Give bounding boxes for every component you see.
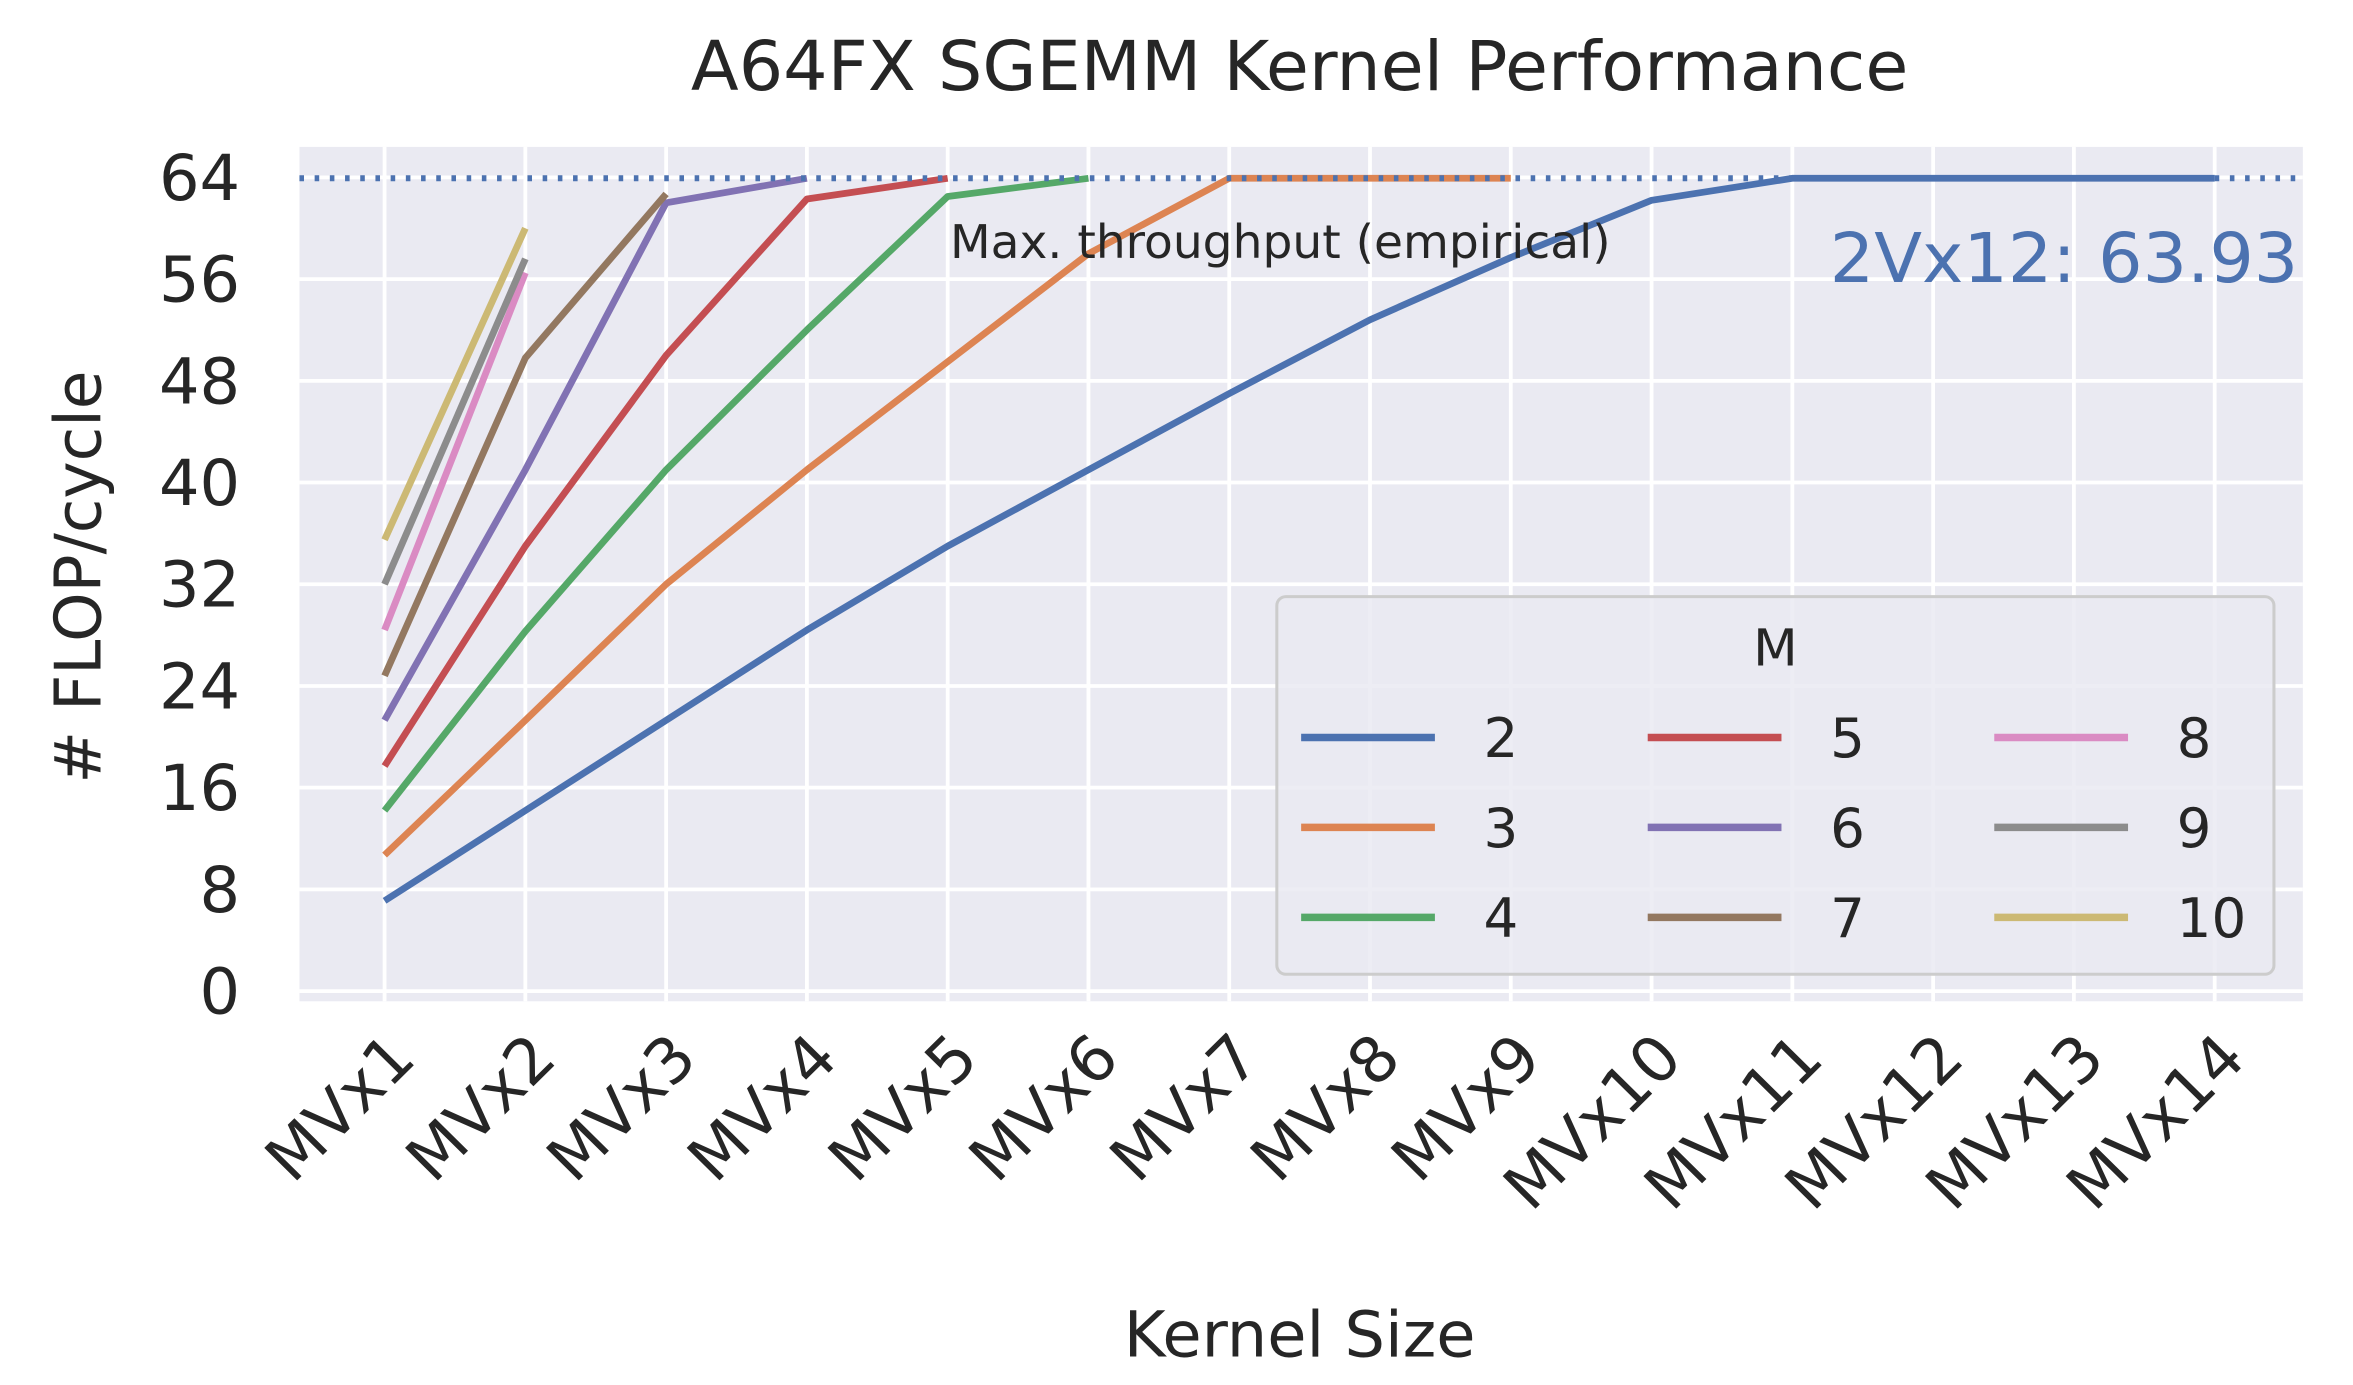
x-tick-label: MVx4 (673, 1020, 851, 1195)
series-line (382, 174, 1511, 858)
annotation: 2Vx12: 63.93 (1830, 219, 2299, 298)
x-axis-label: Kernel Size (1124, 1298, 1476, 1371)
legend-label: 10 (2177, 887, 2247, 950)
series-line (381, 257, 529, 586)
legend-title: M (1753, 619, 1798, 679)
legend-label: 5 (1830, 707, 1865, 770)
x-tick-label: MVx1 (251, 1020, 429, 1195)
max-throughput-label: Max. throughput (empirical) (950, 216, 1611, 270)
y-tick-label: 48 (159, 345, 240, 418)
legend: M 2 3 4 5 6 7 8 9 10 (1275, 595, 2276, 976)
y-tick-label: 32 (159, 548, 240, 621)
series-line (381, 174, 949, 768)
legend-label: 3 (1484, 797, 1519, 860)
series-line (381, 226, 529, 542)
legend-label: 4 (1484, 887, 1519, 950)
legend-label: 8 (2177, 707, 2212, 770)
legend-label: 7 (1830, 887, 1865, 950)
y-tick-label: 16 (159, 752, 240, 825)
series-line (381, 174, 1089, 813)
y-axis-label: # FLOP/cycle (41, 371, 116, 784)
legend-box (1275, 595, 2276, 976)
series-line (382, 174, 2215, 904)
legend-label: 2 (1484, 707, 1519, 770)
y-tick-label: 40 (159, 446, 240, 519)
series-line (381, 174, 808, 722)
x-tick-label: MVx8 (1236, 1020, 1414, 1195)
legend-label: 6 (1830, 797, 1865, 860)
x-tick-label: MVx6 (955, 1020, 1133, 1195)
series-line (381, 271, 529, 632)
y-tick-label: 64 (159, 141, 240, 214)
lines (381, 174, 2215, 904)
x-tick-label: MVx7 (1095, 1020, 1273, 1195)
y-tick-label: 8 (200, 853, 241, 926)
y-tick-label: 0 (200, 955, 241, 1028)
x-tick-label: MVx3 (532, 1020, 710, 1195)
y-tick-label: 56 (159, 243, 240, 316)
x-tick-label: MVx5 (814, 1020, 992, 1195)
y-tick-label: 24 (159, 650, 240, 723)
legend-label: 9 (2177, 797, 2212, 860)
x-tick-label: MVx2 (392, 1020, 570, 1195)
series-line (381, 191, 669, 678)
chart-title: A64FX SGEMM Kernel Performance (691, 27, 1908, 106)
